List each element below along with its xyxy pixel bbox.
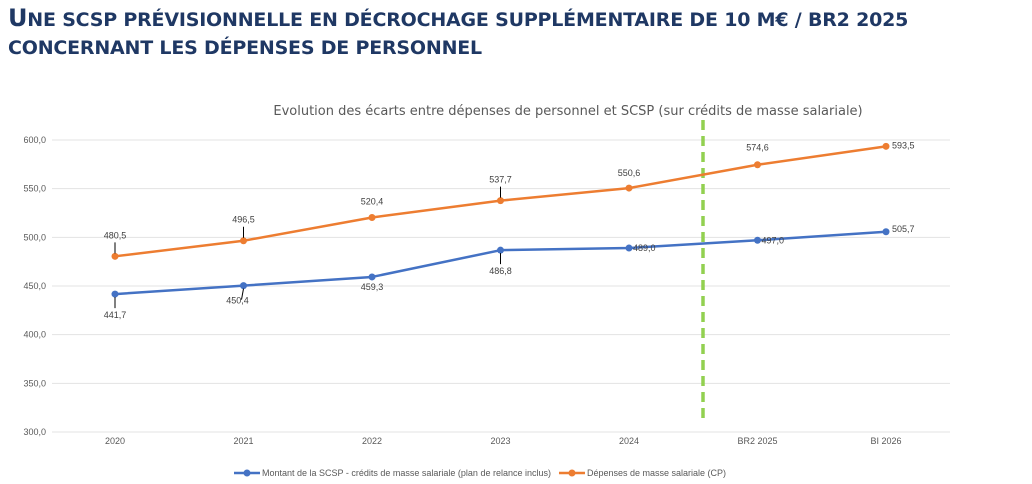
data-point xyxy=(497,246,504,254)
y-tick-label: 500,0 xyxy=(23,232,46,242)
x-tick-label: BR2 2025 xyxy=(737,436,777,446)
data-label: 459,3 xyxy=(361,282,384,292)
data-point xyxy=(368,273,376,281)
data-point xyxy=(625,184,633,192)
chart-title: Evolution des écarts entre dépenses de p… xyxy=(273,104,862,119)
y-tick-label: 600,0 xyxy=(23,135,46,145)
x-tick-label: 2024 xyxy=(619,436,639,446)
data-label: 550,6 xyxy=(618,168,641,178)
legend-swatch-marker xyxy=(568,469,576,477)
data-label: 480,5 xyxy=(104,230,127,240)
data-label: 574,6 xyxy=(746,143,769,153)
y-tick-label: 300,0 xyxy=(23,427,46,437)
slide-title: UNE SCSP PRÉVISIONNELLE EN DÉCROCHAGE SU… xyxy=(8,4,908,62)
data-point xyxy=(754,161,761,169)
x-tick-label: BI 2026 xyxy=(870,436,901,446)
slide-title-line1: NE SCSP PRÉVISIONNELLE EN DÉCROCHAGE SUP… xyxy=(27,9,909,31)
data-label: 593,5 xyxy=(892,140,915,150)
series xyxy=(111,142,890,298)
x-tick-label: 2022 xyxy=(362,436,382,446)
data-point xyxy=(111,252,119,260)
data-label: 486,8 xyxy=(489,266,512,276)
data-label: 441,7 xyxy=(104,310,127,320)
legend-entry-label: Dépenses de masse salariale (CP) xyxy=(587,468,726,478)
data-point xyxy=(882,142,890,150)
y-tick-label: 450,0 xyxy=(23,281,46,291)
data-label: 505,7 xyxy=(892,224,915,234)
data-label: 497,0 xyxy=(762,235,785,245)
y-tick-label: 400,0 xyxy=(23,330,46,340)
data-label: 489,0 xyxy=(633,243,656,253)
data-point xyxy=(240,237,247,245)
slide-title-line2: CONCERNANT LES DÉPENSES DE PERSONNEL xyxy=(8,37,482,59)
data-label-leader xyxy=(241,288,244,300)
x-tick-label: 2023 xyxy=(490,436,510,446)
legend-entry-label: Montant de la SCSP - crédits de masse sa… xyxy=(262,468,551,478)
legend: Montant de la SCSP - crédits de masse sa… xyxy=(234,468,726,478)
x-tick-label: 2020 xyxy=(105,436,125,446)
data-label: 450,4 xyxy=(226,296,249,306)
x-axis: 2020 2021 2022 2023 2024 BR2 2025 BI 2026 xyxy=(105,436,902,446)
data-label: 537,7 xyxy=(489,175,512,185)
data-point xyxy=(754,236,761,244)
data-labels: 441,7 450,4 459,3 486,8 489,0 497,0 505,7 480,5… xyxy=(104,140,915,320)
data-label: 496,5 xyxy=(232,215,255,225)
data-point xyxy=(625,244,633,252)
data-point xyxy=(240,282,247,290)
data-point xyxy=(368,213,376,221)
data-label: 520,4 xyxy=(361,196,384,206)
slide-title-initial: U xyxy=(8,4,28,32)
y-axis: 300,0 350,0 400,0 450,0 500,0 550,0 600,0 xyxy=(23,135,46,437)
y-tick-label: 550,0 xyxy=(23,184,46,194)
legend-swatch-marker xyxy=(243,469,251,477)
data-point xyxy=(882,228,890,236)
data-point xyxy=(497,197,504,205)
x-tick-label: 2021 xyxy=(233,436,253,446)
data-point xyxy=(111,290,119,298)
y-tick-label: 350,0 xyxy=(23,378,46,388)
